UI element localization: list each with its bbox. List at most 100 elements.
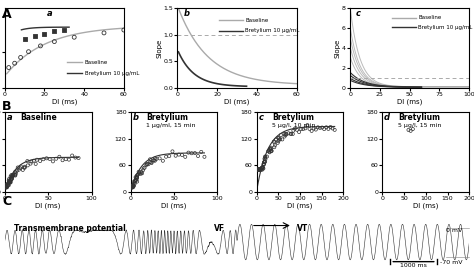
Point (327, 125, 334, 129)
Point (2, 184, 9, 188)
Point (1, 185, 9, 189)
Point (128, 185, 136, 189)
Point (145, 162, 152, 167)
Point (132, 177, 140, 182)
Point (256, 167, 264, 172)
Point (272, 137, 280, 142)
Point (293, 128, 301, 132)
Point (258, 167, 266, 172)
Point (2, 185, 10, 189)
Point (11, 170, 19, 174)
Point (271, 145, 278, 150)
Point (182, 155, 189, 159)
Point (144, 162, 151, 166)
Point (140, 166, 147, 170)
Point (256, 167, 264, 172)
Point (17, 55, 25, 60)
Point (133, 179, 141, 184)
Point (409, 127, 417, 131)
Point (2, 185, 10, 189)
Point (255, 167, 263, 172)
Point (129, 185, 137, 189)
Point (255, 167, 263, 172)
Point (2, 185, 9, 189)
Point (150, 158, 158, 162)
Point (178, 153, 186, 157)
Text: Baseline: Baseline (20, 113, 57, 122)
Point (100, 31, 108, 35)
Text: c: c (258, 113, 263, 122)
Point (300, 127, 307, 131)
Text: Baseline: Baseline (84, 60, 108, 65)
Point (260, 162, 268, 167)
Point (19, 168, 27, 172)
Point (283, 132, 290, 136)
Text: VF: VF (214, 224, 225, 233)
Point (128, 185, 136, 189)
Point (258, 166, 266, 170)
Point (11, 61, 18, 66)
Point (260, 162, 267, 167)
Point (267, 147, 274, 151)
Point (132, 175, 139, 179)
Point (308, 129, 315, 133)
Text: b: b (183, 9, 190, 18)
Point (30, 158, 37, 163)
Point (201, 155, 208, 159)
Point (159, 158, 167, 163)
Point (185, 150, 192, 155)
Text: Bretylium: Bretylium (398, 113, 440, 122)
Point (255, 167, 263, 172)
Point (143, 163, 150, 167)
Point (27, 162, 34, 166)
Point (15, 167, 23, 172)
Point (266, 146, 274, 151)
Point (148, 161, 155, 165)
Point (255, 167, 263, 172)
Text: 0 mV: 0 mV (446, 228, 462, 233)
Point (255, 167, 262, 172)
Point (297, 127, 305, 131)
Point (2, 185, 9, 189)
Point (52, 157, 60, 161)
Point (8, 174, 15, 179)
Point (258, 165, 266, 170)
Point (49, 159, 57, 163)
Point (51, 29, 58, 34)
Point (141, 165, 148, 170)
X-axis label: DI (ms): DI (ms) (52, 98, 77, 105)
Point (129, 182, 137, 187)
Text: Bretylium: Bretylium (272, 113, 314, 122)
Point (257, 167, 265, 171)
Point (255, 167, 263, 172)
Point (304, 123, 311, 127)
Point (279, 137, 286, 142)
Point (138, 171, 146, 175)
Point (277, 133, 285, 137)
Point (291, 126, 299, 131)
Point (13, 168, 21, 173)
Point (259, 166, 266, 170)
Point (255, 167, 262, 172)
Point (320, 127, 328, 131)
Point (5, 65, 12, 70)
X-axis label: DI (ms): DI (ms) (36, 202, 61, 209)
Point (5, 181, 12, 185)
X-axis label: DI (ms): DI (ms) (224, 98, 250, 105)
Point (4, 182, 12, 186)
Point (8, 177, 15, 181)
Point (20, 165, 28, 170)
Point (259, 165, 266, 169)
Point (253, 167, 260, 172)
Point (68, 153, 76, 158)
Point (265, 149, 273, 154)
Point (4, 183, 11, 188)
Point (41, 32, 48, 37)
Point (147, 160, 155, 165)
Point (14, 165, 21, 170)
Point (43, 156, 50, 160)
Point (65, 157, 73, 162)
Point (1, 185, 9, 189)
Point (312, 127, 319, 132)
Point (274, 136, 282, 140)
